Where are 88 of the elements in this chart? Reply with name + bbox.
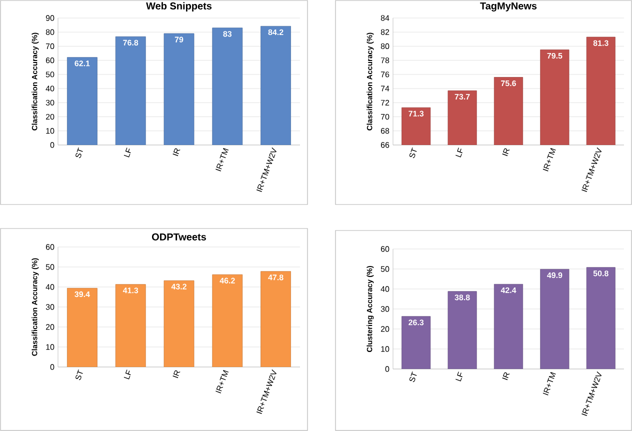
- data-label: 26.3: [408, 320, 424, 326]
- data-label: 50.8: [593, 270, 608, 276]
- x-tick-label: LF: [124, 148, 131, 158]
- y-tick-label: 70: [46, 43, 54, 50]
- y-tick-label: 60: [380, 246, 390, 252]
- y-tick-label: 82: [380, 29, 390, 35]
- x-tick-label: ST: [76, 148, 83, 158]
- y-tick-label: 60: [46, 58, 54, 64]
- data-label: 41.3: [122, 288, 138, 294]
- y-tick-label: 90: [46, 15, 54, 21]
- x-tick-label: ST: [409, 148, 417, 158]
- y-tick-label: 60: [46, 244, 54, 250]
- y-tick-label: 10: [46, 128, 54, 134]
- bar: [260, 271, 292, 367]
- chart-title: Web Snippets: [146, 2, 212, 12]
- bar: [67, 57, 98, 145]
- data-label: 76.8: [123, 40, 138, 46]
- data-label: 49.9: [547, 272, 562, 278]
- data-label: 73.7: [454, 94, 470, 100]
- data-label: 79: [174, 36, 184, 42]
- x-tick-label: ST: [76, 370, 83, 380]
- bar: [494, 284, 524, 369]
- bar: [164, 280, 194, 367]
- chart-title: ODPTweets: [152, 233, 206, 240]
- y-tick-label: 40: [46, 284, 54, 290]
- x-tick-label: IR+TM: [216, 148, 229, 172]
- x-tick-label: IR: [172, 370, 180, 378]
- y-tick-label: 50: [46, 264, 54, 270]
- y-tick-label: 30: [380, 306, 390, 312]
- data-label: 71.3: [408, 110, 424, 116]
- y-tick-label: 20: [46, 324, 54, 330]
- x-tick-label: IR+TM: [542, 148, 556, 172]
- data-label: 79.5: [547, 52, 562, 59]
- y-tick-label: 80: [380, 43, 390, 50]
- data-label: 47.8: [268, 274, 284, 280]
- bar: [115, 36, 146, 145]
- data-label: 62.1: [74, 60, 90, 66]
- y-tick-label: 30: [46, 100, 54, 106]
- y-tick-label: 84: [380, 15, 390, 21]
- bar: [164, 33, 194, 145]
- x-tick-label: IR+TM: [542, 372, 556, 396]
- x-tick-label: IR: [502, 372, 510, 380]
- bar: [402, 316, 431, 369]
- y-tick-label: 20: [46, 114, 54, 120]
- data-label: 42.4: [500, 287, 516, 293]
- y-tick-label: 10: [381, 346, 390, 352]
- data-label: 75.6: [501, 80, 516, 86]
- x-tick-label: IR: [502, 148, 510, 156]
- y-tick-label: 80: [46, 29, 54, 35]
- y-tick-label: 50: [380, 266, 390, 272]
- y-tick-label: 74: [380, 86, 390, 92]
- y-tick-label: 30: [46, 304, 54, 310]
- data-label: 43.2: [171, 284, 186, 290]
- bar: [586, 267, 616, 369]
- y-tick-label: 76: [380, 72, 390, 78]
- y-tick-label: 78: [380, 58, 390, 64]
- y-tick-label: 10: [46, 344, 54, 350]
- data-label: 81.3: [593, 40, 608, 46]
- x-tick-label: LF: [456, 148, 462, 158]
- bar: [448, 291, 477, 369]
- data-label: 46.2: [220, 278, 235, 284]
- data-label: 38.8: [454, 294, 470, 300]
- bar: [540, 268, 570, 369]
- x-tick-label: ST: [409, 372, 417, 382]
- bar: [115, 284, 146, 367]
- bar: [67, 288, 98, 367]
- y-tick-label: 68: [380, 128, 390, 134]
- y-tick-label: 20: [380, 326, 390, 332]
- y-tick-label: 72: [380, 100, 390, 106]
- bar: [260, 26, 292, 145]
- data-label: 84.2: [268, 29, 284, 36]
- y-tick-label: 0: [385, 366, 390, 372]
- chart-title: TagMyNews: [480, 2, 537, 12]
- x-tick-label: IR: [172, 148, 180, 156]
- y-tick-label: 40: [380, 286, 390, 292]
- bar: [212, 28, 243, 145]
- data-label: 39.4: [74, 291, 90, 298]
- y-tick-label: 70: [380, 114, 390, 120]
- x-tick-label: IR+TM: [216, 370, 229, 394]
- x-tick-label: LF: [456, 372, 462, 382]
- bar: [212, 274, 243, 367]
- y-tick-label: 0: [50, 364, 54, 370]
- y-tick-label: 50: [46, 72, 54, 78]
- y-tick-label: 40: [46, 86, 54, 92]
- y-tick-label: 66: [380, 142, 390, 148]
- x-tick-label: LF: [124, 370, 131, 380]
- y-tick-label: 0: [50, 142, 54, 148]
- data-label: 83: [223, 31, 232, 37]
